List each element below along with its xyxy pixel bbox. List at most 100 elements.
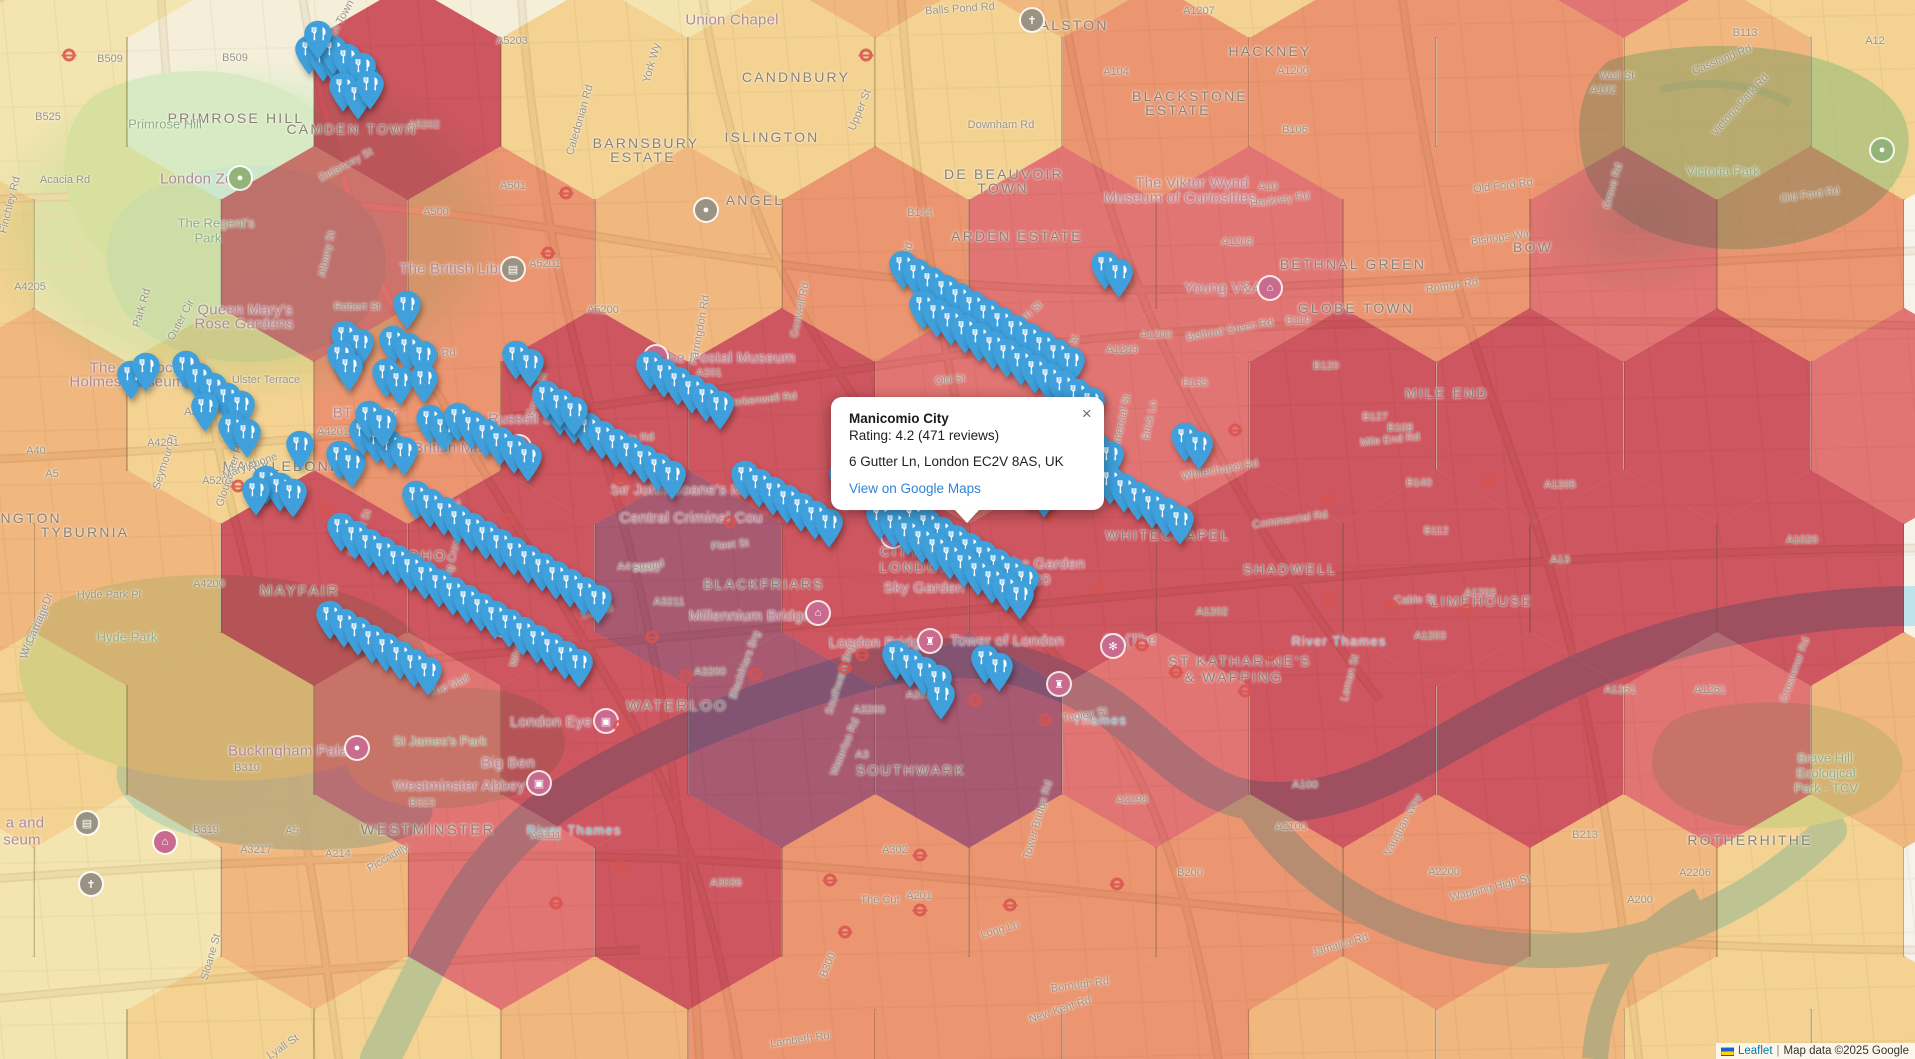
tube-station-icon (837, 661, 853, 675)
restaurant-marker[interactable] (984, 652, 1014, 692)
restaurant-marker[interactable] (657, 460, 687, 500)
tube-station-icon (1091, 581, 1107, 595)
hex-bin[interactable] (594, 470, 782, 686)
poi-marker-icon: ♜ (1048, 673, 1070, 695)
restaurant-marker[interactable] (337, 448, 367, 488)
popup-place-name: Manicomio City (849, 411, 949, 426)
poi-marker-icon: ✝ (1021, 9, 1043, 31)
tube-station-icon (1322, 593, 1338, 607)
restaurant-marker[interactable] (413, 656, 443, 696)
tube-station-icon (1322, 493, 1338, 507)
restaurant-marker[interactable] (385, 366, 415, 406)
tube-station-icon (912, 903, 928, 917)
tube-station-icon (1002, 898, 1018, 912)
tube-station-icon (1237, 684, 1253, 698)
restaurant-marker[interactable] (392, 290, 422, 330)
poi-marker-icon: ⌂ (154, 831, 176, 853)
tube-station-icon (612, 473, 628, 487)
poi-marker-icon: ▤ (502, 258, 524, 280)
poi-marker-icon: ⌂ (1259, 277, 1281, 299)
tube-station-icon (1262, 648, 1278, 662)
tube-station-icon (558, 186, 574, 200)
hex-bin[interactable] (781, 794, 969, 1010)
close-icon[interactable]: × (1081, 404, 1092, 423)
view-on-google-maps-link[interactable]: View on Google Maps (849, 481, 981, 496)
restaurant-marker[interactable] (355, 70, 385, 110)
tube-station-icon (1134, 638, 1150, 652)
tube-station-icon (61, 48, 77, 62)
tube-station-icon (1459, 603, 1475, 617)
restaurant-marker[interactable] (564, 648, 594, 688)
tube-station-icon (500, 513, 516, 527)
tube-station-icon (1109, 877, 1125, 891)
poi-marker-icon: ● (346, 737, 368, 759)
tube-station-icon (317, 503, 333, 517)
hex-bin[interactable] (594, 146, 782, 362)
place-info-popup[interactable]: × Manicomio City Rating: 4.2 (471 review… (831, 397, 1104, 523)
map-data-credit: Map data ©2025 Google (1783, 1045, 1909, 1057)
tube-station-icon (612, 860, 628, 874)
restaurant-marker[interactable] (926, 680, 956, 720)
restaurant-marker[interactable] (583, 584, 613, 624)
restaurant-marker[interactable] (559, 396, 589, 436)
tube-station-icon (1037, 713, 1053, 727)
restaurant-marker[interactable] (232, 418, 262, 458)
tube-station-icon (854, 648, 870, 662)
restaurant-marker[interactable] (241, 476, 271, 516)
hex-bin[interactable] (501, 632, 689, 848)
restaurant-marker[interactable] (285, 430, 315, 470)
poi-marker-icon: ● (1871, 139, 1893, 161)
restaurant-marker[interactable] (334, 352, 364, 392)
tube-station-icon (1384, 599, 1400, 613)
restaurant-marker[interactable] (515, 348, 545, 388)
tube-station-icon (1042, 510, 1058, 524)
popup-tip (954, 509, 981, 523)
tube-station-icon (722, 515, 738, 529)
restaurant-marker[interactable] (278, 478, 308, 518)
restaurant-marker[interactable] (1104, 258, 1134, 298)
tube-station-icon (822, 873, 838, 887)
tube-station-icon (1482, 473, 1498, 487)
restaurant-marker[interactable] (1005, 580, 1035, 620)
tube-station-icon (548, 896, 564, 910)
tube-station-icon (678, 669, 694, 683)
poi-marker-icon: ♜ (919, 630, 941, 652)
poi-marker-icon: ✻ (1102, 635, 1124, 657)
tube-station-icon (967, 693, 983, 707)
tube-station-icon (644, 630, 660, 644)
restaurant-marker[interactable] (1184, 430, 1214, 470)
tube-station-icon (1168, 665, 1184, 679)
restaurant-marker[interactable] (1165, 505, 1195, 545)
hex-bin[interactable] (594, 794, 782, 1010)
attribution-separator: | (1776, 1045, 1780, 1057)
popup-rating: Rating: 4.2 (471 reviews) (849, 428, 1000, 443)
tube-station-icon (858, 48, 874, 62)
poi-marker-icon: ● (229, 167, 251, 189)
restaurant-marker[interactable] (190, 392, 220, 432)
tube-station-icon (747, 667, 763, 681)
restaurant-marker[interactable] (513, 442, 543, 482)
attribution-bar[interactable]: Leaflet | Map data ©2025 Google (1715, 1043, 1915, 1059)
poi-marker-icon: ▤ (76, 812, 98, 834)
tube-station-icon (612, 719, 628, 733)
restaurant-marker[interactable] (814, 508, 844, 548)
tube-station-icon (540, 246, 556, 260)
poi-marker-icon: ● (695, 199, 717, 221)
restaurant-marker[interactable] (368, 408, 398, 448)
restaurant-marker[interactable] (389, 436, 419, 476)
popup-address: 6 Gutter Ln, London EC2V 8AS, UK (849, 454, 1064, 469)
poi-marker-icon: ⌂ (807, 602, 829, 624)
restaurant-marker[interactable] (705, 390, 735, 430)
restaurant-marker[interactable] (131, 352, 161, 392)
leaflet-link[interactable]: Leaflet (1737, 1045, 1773, 1057)
tube-station-icon (837, 925, 853, 939)
poi-marker-icon: ✝ (80, 873, 102, 895)
ua-flag-icon (1720, 1046, 1734, 1056)
restaurant-marker[interactable] (409, 364, 439, 404)
poi-marker-icon: ▣ (595, 710, 617, 732)
poi-marker-icon: ▣ (528, 772, 550, 794)
tube-station-icon (1227, 423, 1243, 437)
restaurant-marker[interactable] (303, 20, 333, 60)
tube-station-icon (912, 848, 928, 862)
